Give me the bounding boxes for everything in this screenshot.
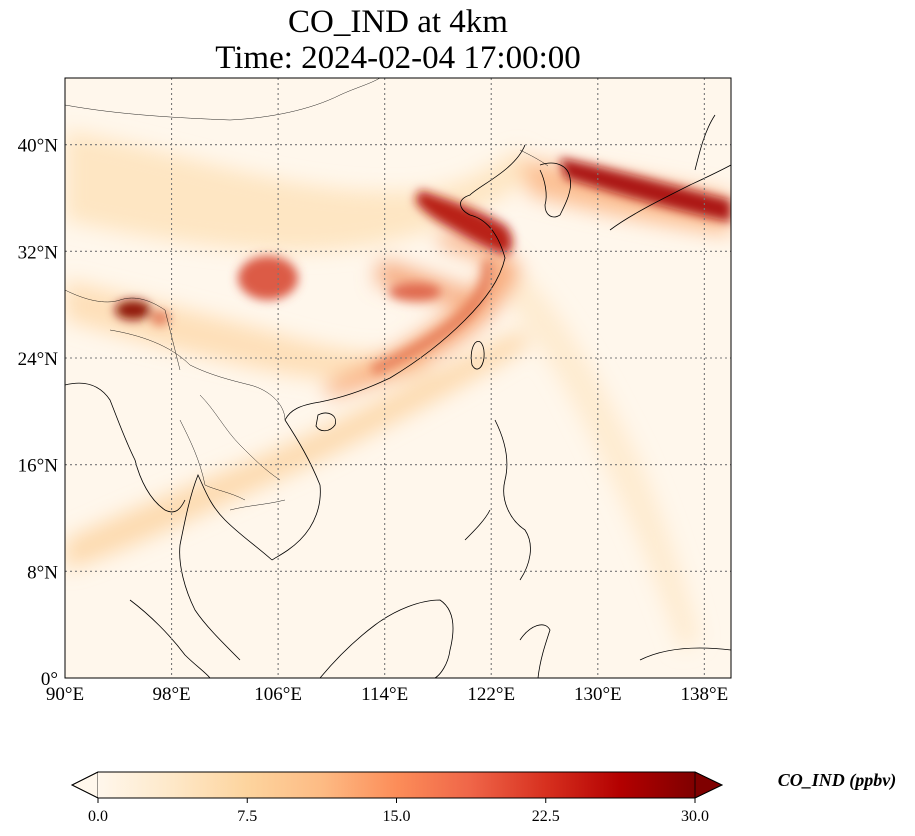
lat-tick-label: 24°N bbox=[18, 349, 59, 370]
coastline-sumatra bbox=[129, 599, 211, 678]
plume-ocean-outflow bbox=[480, 250, 700, 650]
hotspot-sichuan bbox=[238, 256, 298, 300]
colorbar-tick-label: 30.0 bbox=[681, 808, 709, 825]
coastline-china-east bbox=[284, 144, 526, 421]
plume-southeast-band bbox=[65, 330, 530, 570]
colorbar-extend-max bbox=[694, 771, 723, 799]
hotspot-assam-east bbox=[150, 310, 170, 326]
gridlines bbox=[65, 78, 731, 678]
border-india bbox=[65, 289, 181, 371]
lat-tick-label: 32°N bbox=[18, 242, 59, 263]
lon-tick-label: 106°E bbox=[254, 684, 302, 705]
coastline-hainan bbox=[315, 412, 336, 432]
lat-tick-label: 16°N bbox=[18, 456, 59, 477]
border-korea bbox=[519, 149, 549, 167]
coastline-myanmar bbox=[65, 382, 186, 513]
coastline-sulawesi bbox=[519, 624, 551, 678]
latitude-axis: 0° 8°N 16°N 24°N 32°N 40°N bbox=[18, 136, 59, 690]
concentration-field bbox=[65, 130, 731, 650]
coastline-thai-gulf bbox=[179, 473, 273, 661]
lon-tick-label: 90°E bbox=[46, 684, 84, 705]
coastline-japan bbox=[609, 114, 731, 231]
longitude-axis: 90°E 98°E 106°E 114°E 122°E 130°E 138°E bbox=[46, 684, 728, 705]
map-subtitle-time: Time: 2024-02-04 17:00:00 bbox=[215, 40, 581, 76]
border-china-south bbox=[109, 329, 286, 421]
lat-tick-label: 40°N bbox=[18, 136, 59, 157]
coastlines bbox=[65, 114, 731, 678]
colorbar-tick-label: 15.0 bbox=[383, 808, 411, 825]
hotspot-north-china bbox=[415, 190, 513, 255]
lon-tick-label: 122°E bbox=[467, 684, 515, 705]
map-frame bbox=[64, 77, 732, 679]
border-mongolia bbox=[65, 78, 381, 121]
lon-tick-label: 98°E bbox=[152, 684, 190, 705]
plume-tibet-band bbox=[65, 280, 430, 381]
colorbar-tick-label: 0.0 bbox=[88, 808, 108, 825]
lat-tick-label: 0° bbox=[41, 669, 58, 690]
coastline-korea bbox=[539, 162, 572, 218]
plume-yangtze bbox=[375, 260, 470, 305]
hotspot-assam bbox=[115, 300, 151, 320]
border-cambodia bbox=[229, 499, 286, 511]
colorbar-label: CO_IND (ppbv) bbox=[778, 770, 897, 791]
country-borders bbox=[65, 78, 549, 511]
lat-tick-label: 8°N bbox=[27, 562, 58, 583]
hotspot-yangtze bbox=[389, 283, 441, 301]
coastline-taiwan bbox=[470, 341, 485, 370]
lon-tick-label: 114°E bbox=[361, 684, 408, 705]
colorbar-tick-label: 22.5 bbox=[532, 808, 560, 825]
coastline-borneo bbox=[319, 599, 454, 678]
plume-coast-band bbox=[325, 230, 520, 398]
colorbar-ticks: 0.0 7.5 15.0 22.5 30.0 bbox=[88, 798, 709, 825]
colorbar: 0.0 7.5 15.0 22.5 30.0 CO_IND (ppbv) bbox=[70, 770, 897, 825]
lon-tick-label: 138°E bbox=[681, 684, 729, 705]
hotspot-japan-plume bbox=[560, 158, 731, 222]
map-title: CO_IND at 4km bbox=[288, 4, 508, 40]
coastline-new-guinea bbox=[639, 647, 731, 661]
coastline-philippines bbox=[464, 419, 531, 581]
border-laos-vietnam bbox=[199, 394, 281, 481]
colorbar-gradient bbox=[98, 772, 695, 798]
colorbar-tick-label: 7.5 bbox=[237, 808, 257, 825]
colorbar-extend-min bbox=[71, 771, 99, 799]
map-panel bbox=[65, 78, 731, 678]
lon-tick-label: 130°E bbox=[574, 684, 622, 705]
plume-north-haze bbox=[65, 130, 540, 252]
coastline-vietnam bbox=[271, 419, 321, 561]
border-thailand bbox=[179, 419, 246, 501]
